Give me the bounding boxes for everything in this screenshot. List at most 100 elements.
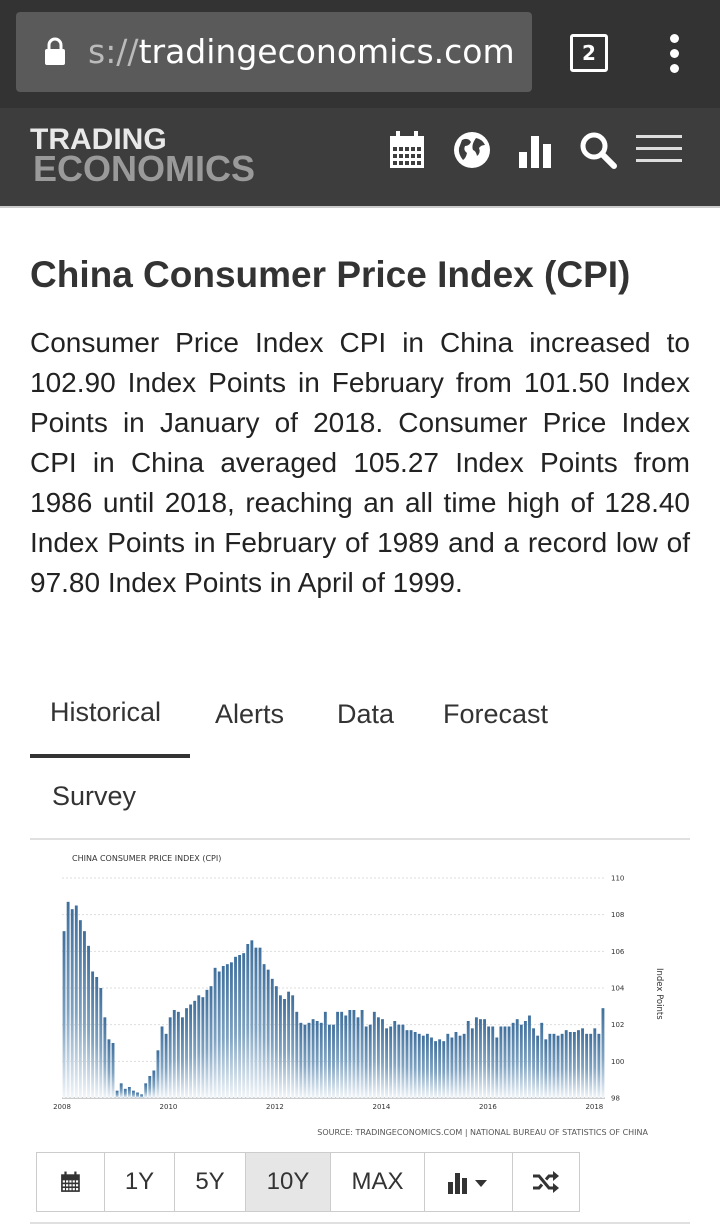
chart-bar — [213, 967, 217, 1098]
chart-bar — [483, 1019, 486, 1098]
chart-bar — [107, 1039, 111, 1098]
calendar-icon[interactable] — [388, 130, 428, 170]
logo-line2[interactable]: ECONOMICS — [33, 148, 256, 189]
chart-bar — [572, 1032, 576, 1098]
globe-icon[interactable] — [452, 130, 492, 170]
chart-bar — [352, 1010, 356, 1098]
chart-bar — [78, 920, 82, 1098]
chart-bar — [266, 969, 270, 1098]
tab-historical[interactable]: Historical — [50, 697, 162, 727]
chart-bar — [519, 1024, 523, 1098]
range-1y-button[interactable]: 1Y — [105, 1153, 175, 1211]
tab-alerts[interactable]: Alerts — [215, 699, 285, 729]
chart-bar — [168, 1017, 172, 1098]
x-tick-label: 2010 — [160, 1103, 178, 1111]
lock-icon — [45, 37, 65, 65]
chart-bar — [176, 1011, 180, 1098]
range-5y-button[interactable]: 5Y — [175, 1153, 246, 1211]
chart-bar — [242, 953, 246, 1098]
chart-bar — [279, 995, 282, 1098]
chart-bar — [376, 1017, 380, 1098]
bar-chart-icon[interactable] — [516, 130, 556, 170]
chart-bar — [99, 988, 103, 1098]
search-icon[interactable] — [578, 130, 618, 170]
chart-bar — [303, 1024, 307, 1098]
chart-bar — [262, 964, 266, 1098]
y-tick-label: 108 — [611, 911, 624, 919]
chart-bar — [144, 1083, 148, 1098]
chart-bar — [95, 977, 99, 1098]
y-tick-label: 102 — [611, 1021, 624, 1029]
chart-bar — [299, 1022, 303, 1098]
chart-type-button[interactable] — [425, 1153, 513, 1211]
chart-bar — [442, 1041, 446, 1098]
chart-bar — [307, 1022, 311, 1098]
chart-bar — [593, 1028, 597, 1098]
x-tick-label: 2018 — [585, 1103, 603, 1111]
chart-bar — [393, 1021, 397, 1098]
range-max-button[interactable]: MAX — [331, 1153, 425, 1211]
chart-bar — [454, 1032, 458, 1098]
chart-bar — [344, 1015, 348, 1098]
chart-bar — [172, 1010, 176, 1098]
chart-bar — [450, 1037, 454, 1098]
menu-icon[interactable] — [636, 130, 682, 170]
chart-bar — [197, 995, 201, 1098]
chart-bar — [434, 1041, 437, 1098]
url-text[interactable]: s://tradingeconomics.com — [88, 32, 515, 72]
chart-bar — [327, 1024, 331, 1098]
chart-bar — [295, 1011, 299, 1098]
chart-bar — [127, 1087, 131, 1098]
chart-bar — [315, 1021, 319, 1098]
chart-bar — [136, 1092, 139, 1098]
chart-bar — [238, 955, 242, 1098]
x-tick-label: 2012 — [266, 1103, 284, 1111]
chart-bar — [503, 1026, 507, 1098]
y-axis-label: Index Points — [654, 968, 664, 1020]
chart-bar — [230, 962, 233, 1098]
chart-bar — [319, 1022, 323, 1098]
date-range-button[interactable] — [37, 1153, 105, 1211]
compare-button[interactable] — [513, 1153, 579, 1211]
chart-bar — [83, 931, 86, 1098]
tab-survey[interactable]: Survey — [52, 781, 137, 811]
calendar-icon — [60, 1171, 80, 1192]
cpi-chart[interactable]: CHINA CONSUMER PRICE INDEX (CPI) 98 100 10… — [40, 846, 680, 1144]
chart-bar — [87, 945, 90, 1098]
chart-bar — [323, 1011, 327, 1098]
divider — [30, 838, 690, 840]
chart-bar — [589, 1033, 593, 1098]
address-bar[interactable]: s://tradingeconomics.com — [16, 12, 532, 92]
tab-data[interactable]: Data — [337, 699, 395, 729]
chart-bar — [91, 971, 95, 1098]
chart-bar — [181, 1017, 184, 1098]
chart-bar — [193, 1000, 197, 1098]
chart-bar — [209, 986, 213, 1098]
chart-bar — [221, 966, 225, 1098]
chart-bar — [70, 909, 74, 1098]
chart-bar — [115, 1090, 119, 1098]
chart-bar — [283, 999, 286, 1098]
chart-bar — [425, 1033, 429, 1098]
chart-bar — [287, 991, 291, 1098]
chart-bar — [164, 1033, 168, 1098]
chart-bar — [515, 1019, 519, 1098]
tab-switcher-button[interactable]: 2 — [570, 34, 608, 72]
chart-bar — [156, 1050, 160, 1098]
chart-bar — [401, 1024, 405, 1098]
chart-bar — [160, 1026, 164, 1098]
chart-bar — [234, 956, 237, 1098]
page-description: Consumer Price Index CPI in China increa… — [30, 327, 690, 598]
chart-bar — [217, 971, 221, 1098]
chart-bar — [409, 1030, 413, 1098]
chart-bar — [332, 1024, 335, 1098]
logo-line1[interactable]: TRADING — [30, 123, 167, 156]
chart-bar — [123, 1088, 127, 1098]
range-10y-button[interactable]: 10Y — [246, 1153, 331, 1211]
tab-forecast[interactable]: Forecast — [443, 699, 549, 729]
browser-toolbar: s://tradingeconomics.com 2 — [0, 0, 720, 108]
chart-bar — [564, 1030, 568, 1098]
chart-title: CHINA CONSUMER PRICE INDEX (CPI) — [72, 854, 221, 863]
overflow-menu-icon[interactable] — [668, 34, 680, 74]
x-axis-ticks: 2008 2010 2012 2014 2016 2018 — [53, 1103, 603, 1111]
